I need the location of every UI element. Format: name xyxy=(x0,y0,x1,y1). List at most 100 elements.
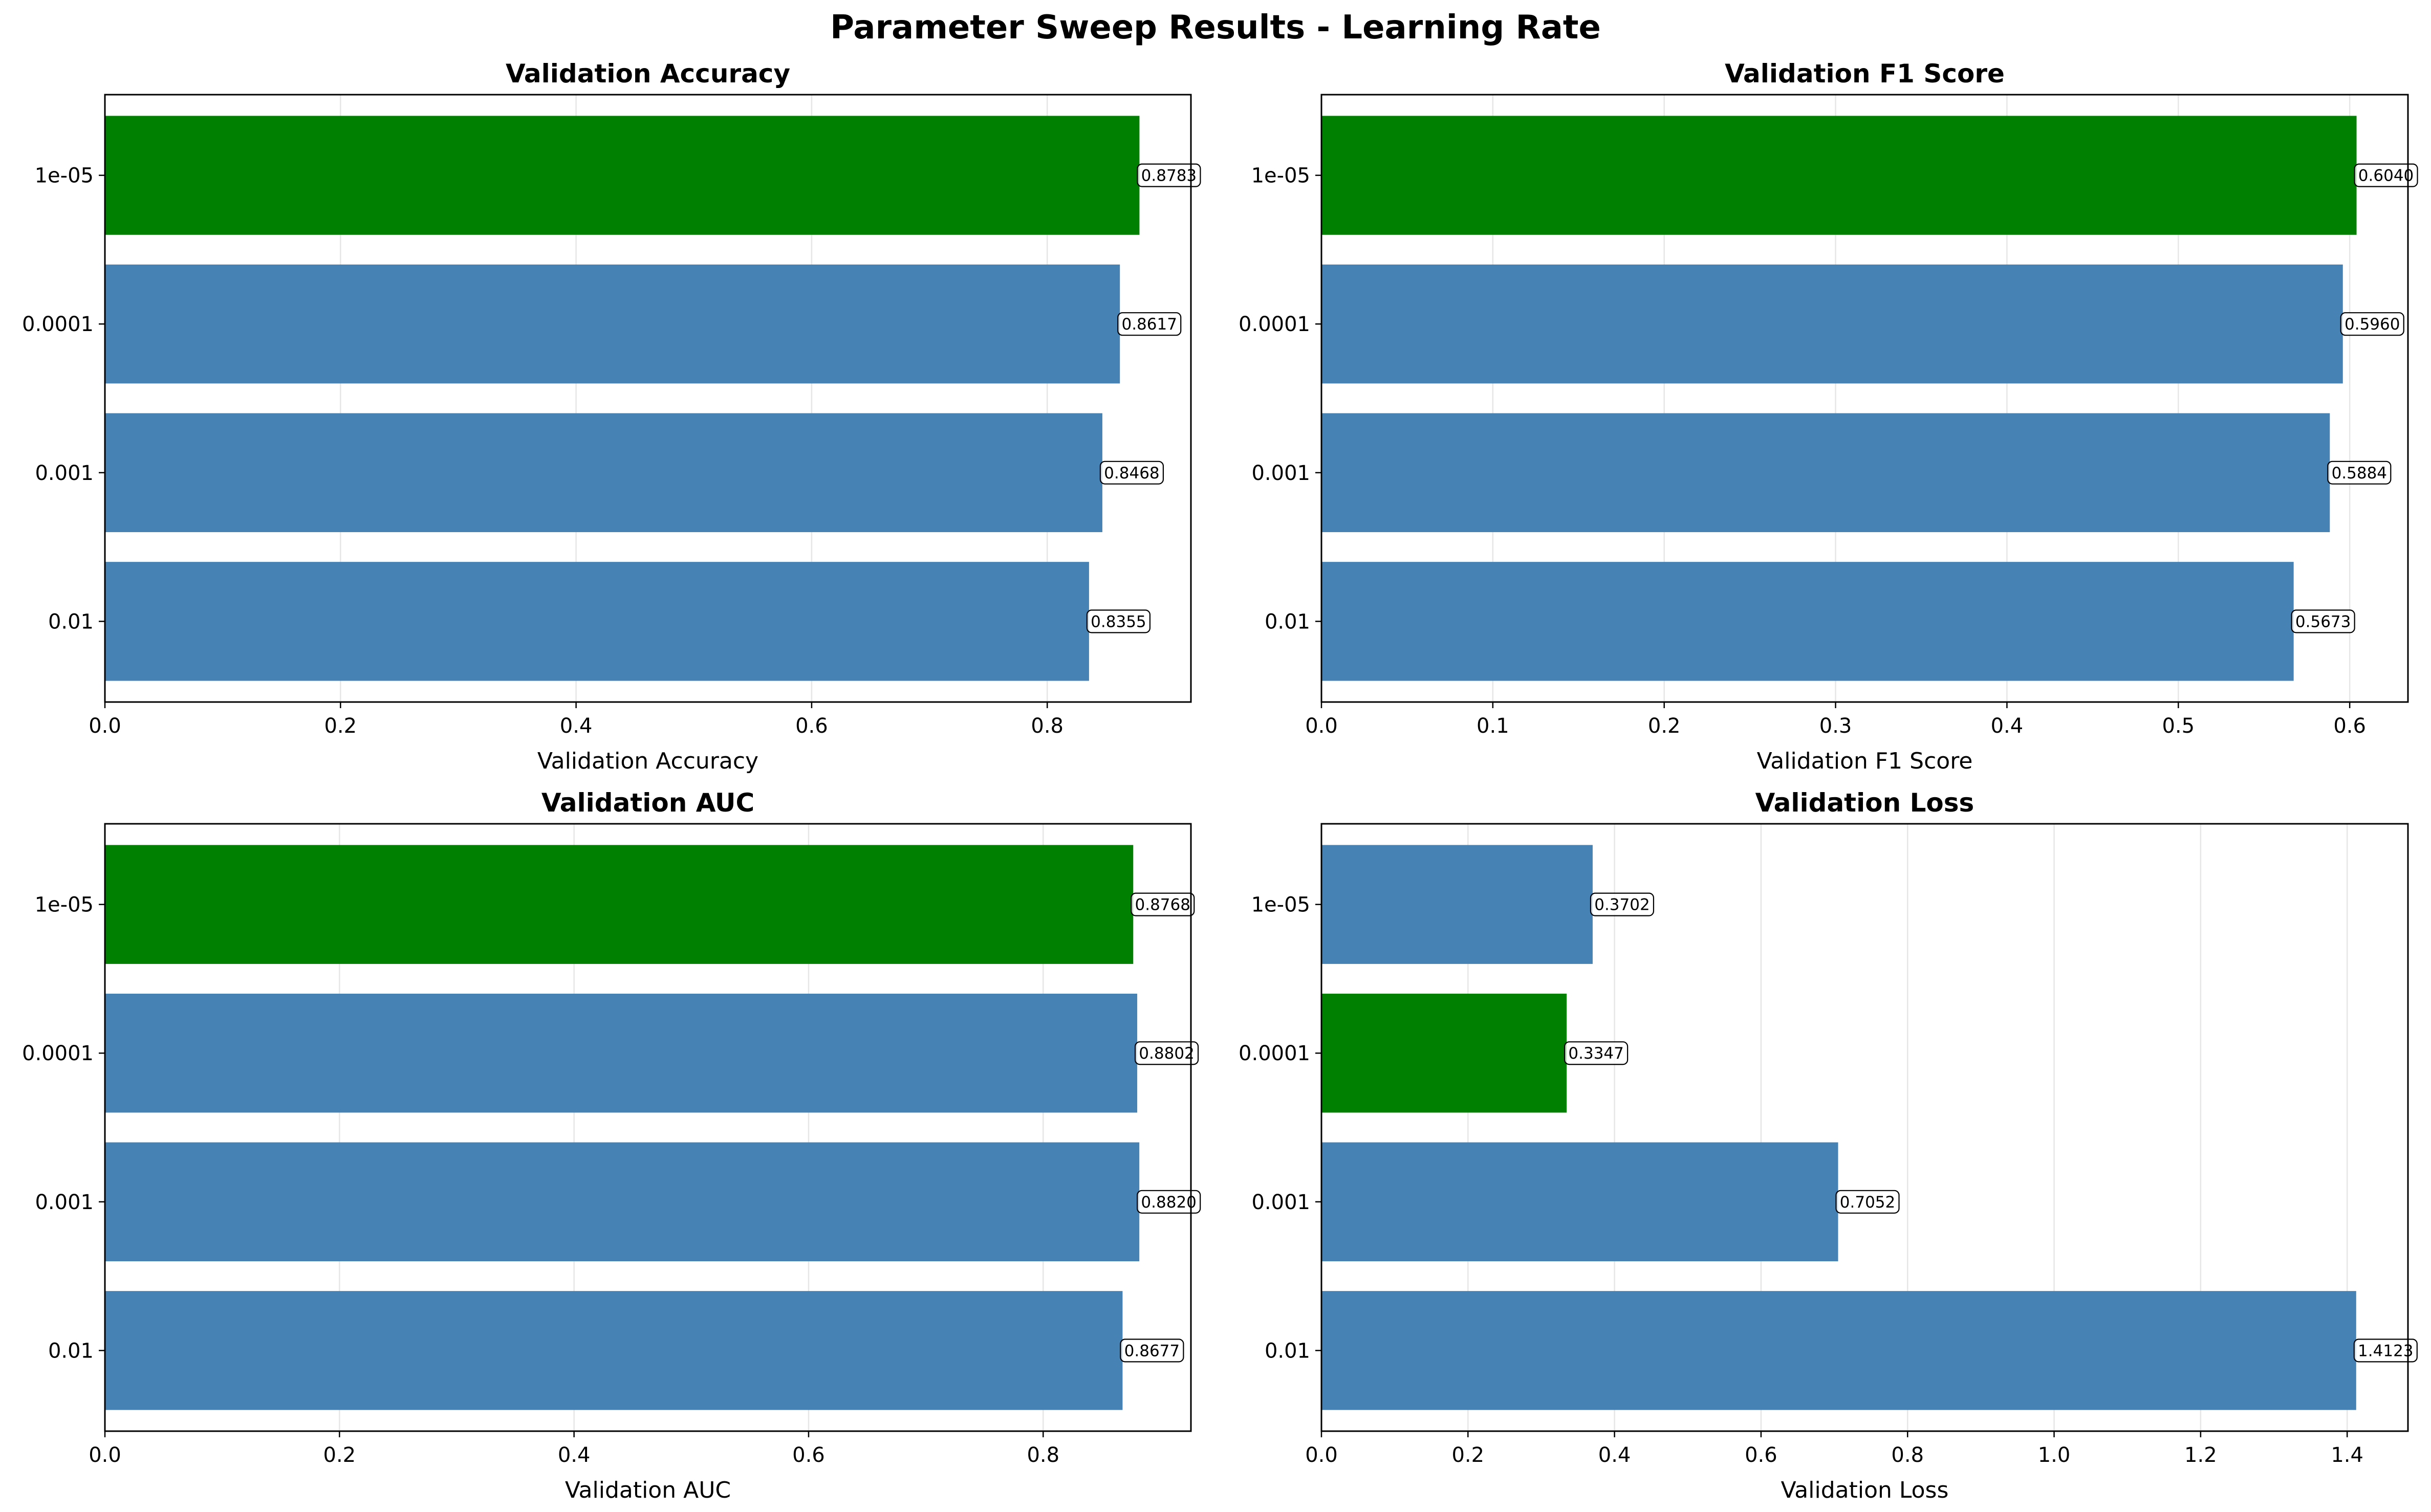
validation-loss-value-box-0-01 xyxy=(2353,1339,2418,1363)
validation-auc-xtick-label: 0.6 xyxy=(792,1443,825,1467)
validation-loss-bar-0-01 xyxy=(1321,1291,2356,1410)
validation-loss-value-box-1e-05 xyxy=(1590,892,1655,916)
validation-f1-score-value-box-0-0001 xyxy=(2340,312,2404,336)
validation-accuracy-value-box-0-01 xyxy=(1086,609,1151,633)
validation-f1-score-title: Validation F1 Score xyxy=(1725,59,2005,89)
validation-accuracy-panel: 0.8355 0.01 0.8468 0.001 0.8617 0.0001 0.8783 1… xyxy=(22,59,1201,774)
validation-auc-value-label-1e-05: 0.8768 xyxy=(1135,896,1190,914)
validation-f1-score-value-box-1e-05 xyxy=(2354,163,2418,187)
validation-accuracy-title: Validation Accuracy xyxy=(506,59,790,89)
validation-loss-value-label-1e-05: 0.3702 xyxy=(1594,896,1649,914)
validation-f1-score-bar-1e-05 xyxy=(1321,116,2357,235)
validation-accuracy-value-label-0-0001: 0.8617 xyxy=(1121,315,1177,334)
validation-loss-xtick-label: 0.8 xyxy=(1891,1443,1924,1467)
validation-f1-score-bar-0-01 xyxy=(1321,562,2294,681)
validation-auc-value-box-1e-05 xyxy=(1131,892,1195,916)
validation-f1-score-value-box-0-001 xyxy=(2327,461,2392,485)
validation-auc-xlabel: Validation AUC xyxy=(565,1477,731,1503)
validation-f1-score-xlabel: Validation F1 Score xyxy=(1757,748,1973,774)
validation-f1-score-xtick-label: 0.0 xyxy=(1305,714,1338,738)
validation-loss-value-label-0-001: 0.7052 xyxy=(1840,1193,1895,1212)
validation-loss-xtick-label: 1.0 xyxy=(2038,1443,2071,1467)
validation-accuracy-bar-0-01 xyxy=(105,562,1089,681)
validation-loss-xtick-label: 1.2 xyxy=(2184,1443,2217,1467)
validation-auc-bar-0-001 xyxy=(105,1142,1140,1262)
validation-accuracy-value-label-1e-05: 0.8783 xyxy=(1141,167,1197,185)
validation-accuracy-xtick-label: 0.4 xyxy=(560,714,593,738)
validation-auc-xtick-label: 0.0 xyxy=(89,1443,121,1467)
validation-accuracy-axes-frame xyxy=(104,94,1192,703)
validation-auc-value-label-0-001: 0.8820 xyxy=(1141,1193,1196,1212)
validation-f1-score-value-label-1e-05: 0.6040 xyxy=(2358,167,2414,185)
validation-loss-xtick-label: 0.0 xyxy=(1305,1443,1338,1467)
validation-f1-score-bar-0-0001 xyxy=(1321,264,2343,384)
validation-accuracy-xlabel: Validation Accuracy xyxy=(537,748,758,774)
validation-loss-panel: 1.4123 0.01 0.7052 0.001 0.3347 0.0001 0.3702 1… xyxy=(1239,788,2418,1503)
validation-accuracy-ytick-label-0-001: 0.001 xyxy=(35,462,94,485)
validation-auc-ytick-label-0-001: 0.001 xyxy=(35,1191,94,1214)
validation-auc-ytick-label-1e-05: 1e-05 xyxy=(35,893,94,917)
validation-loss-value-box-0-0001 xyxy=(1564,1041,1629,1065)
validation-f1-score-xtick-label: 0.1 xyxy=(1477,714,1509,738)
validation-accuracy-value-box-1e-05 xyxy=(1137,163,1201,187)
validation-auc-ytick-label-0-01: 0.01 xyxy=(48,1339,94,1363)
validation-auc-panel: 0.8677 0.01 0.8820 0.001 0.8802 0.0001 0.8768 1… xyxy=(22,788,1201,1503)
validation-f1-score-bar-0-001 xyxy=(1321,413,2330,533)
figure-title: Parameter Sweep Results - Learning Rate xyxy=(830,9,1601,47)
validation-loss-ytick-label-0-0001: 0.0001 xyxy=(1239,1042,1310,1065)
validation-accuracy-value-box-0-001 xyxy=(1099,461,1164,485)
validation-auc-xtick-label: 0.8 xyxy=(1027,1443,1059,1467)
validation-auc-bar-0-01 xyxy=(105,1291,1123,1410)
validation-loss-bar-0-0001 xyxy=(1321,993,1567,1113)
validation-loss-xtick-label: 0.4 xyxy=(1598,1443,1631,1467)
validation-f1-score-xtick-label: 0.5 xyxy=(2162,714,2195,738)
validation-accuracy-bar-0-0001 xyxy=(105,264,1120,384)
validation-f1-score-xtick-label: 0.4 xyxy=(1991,714,2024,738)
validation-loss-value-label-0-0001: 0.3347 xyxy=(1568,1044,1623,1063)
validation-auc-value-label-0-01: 0.8677 xyxy=(1124,1342,1180,1360)
validation-auc-value-box-0-001 xyxy=(1137,1190,1201,1214)
validation-f1-score-axes-frame xyxy=(1320,94,2409,703)
validation-accuracy-ytick-label-0-0001: 0.0001 xyxy=(22,313,94,336)
validation-f1-score-value-box-0-01 xyxy=(2291,609,2355,633)
validation-f1-score-ytick-label-0-001: 0.001 xyxy=(1251,462,1310,485)
validation-auc-value-label-0-0001: 0.8802 xyxy=(1139,1044,1194,1063)
validation-auc-value-box-0-0001 xyxy=(1134,1041,1199,1065)
validation-accuracy-value-label-0-01: 0.8355 xyxy=(1091,612,1146,631)
validation-auc-axes-frame xyxy=(104,823,1192,1432)
validation-loss-xlabel: Validation Loss xyxy=(1781,1477,1949,1503)
validation-f1-score-xtick-label: 0.6 xyxy=(2333,714,2366,738)
validation-accuracy-xtick-label: 0.8 xyxy=(1031,714,1063,738)
validation-f1-score-value-label-0-0001: 0.5960 xyxy=(2345,315,2400,334)
validation-f1-score-value-label-0-01: 0.5673 xyxy=(2295,612,2351,631)
validation-loss-title: Validation Loss xyxy=(1755,788,1974,818)
validation-loss-axes-frame xyxy=(1320,823,2409,1432)
validation-loss-ytick-label-0-01: 0.01 xyxy=(1265,1339,1310,1363)
validation-loss-bar-1e-05 xyxy=(1321,845,1593,964)
validation-loss-ytick-label-1e-05: 1e-05 xyxy=(1251,893,1310,917)
validation-loss-value-label-0-01: 1.4123 xyxy=(2358,1342,2413,1360)
validation-auc-bar-0-0001 xyxy=(105,993,1138,1113)
validation-accuracy-value-label-0-001: 0.8468 xyxy=(1104,464,1159,483)
validation-loss-value-box-0-001 xyxy=(1835,1190,1900,1214)
validation-auc-title: Validation AUC xyxy=(541,788,754,818)
validation-loss-xtick-label: 0.6 xyxy=(1745,1443,1777,1467)
validation-f1-score-ytick-label-0-01: 0.01 xyxy=(1265,610,1310,633)
validation-accuracy-xtick-label: 0.0 xyxy=(89,714,121,738)
validation-accuracy-ytick-label-1e-05: 1e-05 xyxy=(35,164,94,188)
validation-accuracy-ytick-label-0-01: 0.01 xyxy=(48,610,94,633)
validation-auc-ytick-label-0-0001: 0.0001 xyxy=(22,1042,94,1065)
validation-loss-bar-0-001 xyxy=(1321,1142,1838,1262)
validation-auc-value-box-0-01 xyxy=(1120,1339,1184,1363)
validation-loss-ytick-label-0-001: 0.001 xyxy=(1251,1191,1310,1214)
validation-f1-score-xtick-label: 0.3 xyxy=(1819,714,1852,738)
validation-f1-score-ytick-label-1e-05: 1e-05 xyxy=(1251,164,1310,188)
validation-auc-xtick-label: 0.4 xyxy=(558,1443,591,1467)
validation-auc-bar-1e-05 xyxy=(105,845,1134,964)
validation-accuracy-value-box-0-0001 xyxy=(1117,312,1182,336)
validation-auc-xtick-label: 0.2 xyxy=(323,1443,356,1467)
validation-f1-score-value-label-0-001: 0.5884 xyxy=(2332,464,2387,483)
validation-loss-xtick-label: 1.4 xyxy=(2331,1443,2363,1467)
validation-f1-score-xtick-label: 0.2 xyxy=(1648,714,1681,738)
